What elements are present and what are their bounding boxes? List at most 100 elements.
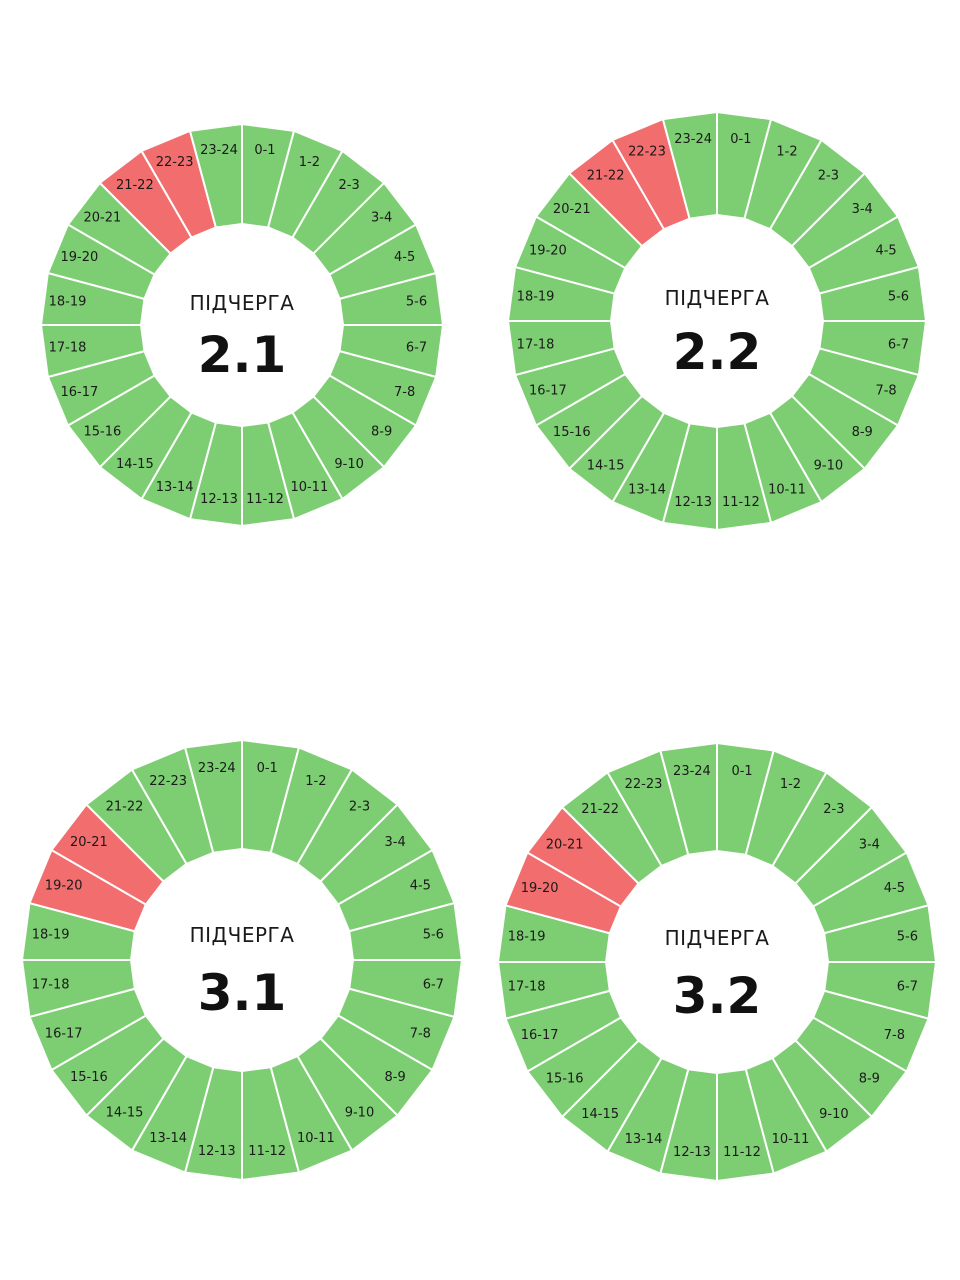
- hour-label: 18-19: [508, 929, 546, 944]
- hour-label: 9-10: [334, 457, 364, 472]
- hour-label: 10-11: [772, 1132, 810, 1147]
- hour-label: 22-23: [149, 774, 187, 789]
- hour-label: 19-20: [61, 250, 99, 265]
- hour-label: 21-22: [106, 799, 144, 814]
- hour-label: 17-18: [49, 340, 87, 355]
- hour-label: 7-8: [884, 1028, 905, 1043]
- hour-label: 4-5: [875, 243, 896, 258]
- hour-label: 18-19: [49, 295, 87, 310]
- hour-label: 8-9: [371, 425, 392, 440]
- hour-label: 2-3: [823, 802, 844, 817]
- hour-label: 22-23: [628, 144, 666, 159]
- hour-label: 14-15: [587, 459, 625, 474]
- hour-label: 1-2: [776, 144, 797, 159]
- queue-number: 2.1: [198, 326, 287, 384]
- hour-segment-23-24-on: [188, 122, 243, 229]
- queue-title: ПІДЧЕРГА: [665, 286, 770, 310]
- hour-label: 0-1: [257, 761, 278, 776]
- hour-label: 6-7: [897, 980, 918, 995]
- hour-label: 22-23: [625, 777, 663, 792]
- hour-label: 10-11: [768, 483, 806, 498]
- queue-title: ПІДЧЕРГА: [665, 926, 770, 950]
- hour-label: 8-9: [852, 425, 873, 440]
- hour-label: 7-8: [875, 384, 896, 399]
- hour-segment-23-24-on: [659, 741, 718, 856]
- hour-label: 13-14: [156, 480, 194, 495]
- hour-label: 18-19: [32, 927, 70, 942]
- hour-label: 4-5: [410, 879, 431, 894]
- hour-segment-23-24-on: [661, 110, 718, 220]
- queue-title: ПІДЧЕРГА: [190, 291, 295, 315]
- hour-label: 23-24: [673, 764, 711, 779]
- hour-label: 23-24: [198, 761, 236, 776]
- hour-label: 6-7: [888, 337, 909, 352]
- queue-number: 3.2: [673, 967, 762, 1025]
- queue-number: 3.1: [198, 964, 287, 1022]
- hour-label: 20-21: [83, 210, 121, 225]
- queue-wheel-3-2: 0-1 1-2 2-3 3-4 4-5 5-6 6-7 7-8 8-9 9-10 10-11 11-1…: [496, 741, 938, 1183]
- queue-number: 2.2: [673, 323, 762, 381]
- hour-label: 11-12: [246, 492, 284, 507]
- hour-label: 0-1: [731, 764, 752, 779]
- hour-label: 16-17: [521, 1028, 559, 1043]
- queue-wheel-2-2: 0-1 1-2 2-3 3-4 4-5 5-6 6-7 7-8 8-9 9-10 10-11 11-1…: [506, 110, 928, 532]
- hour-label: 22-23: [156, 155, 194, 170]
- hour-label: 19-20: [521, 881, 559, 896]
- hour-label: 13-14: [628, 483, 666, 498]
- hour-label: 7-8: [410, 1026, 431, 1041]
- hour-label: 12-13: [200, 492, 238, 507]
- hour-label: 23-24: [200, 143, 238, 158]
- hour-label: 2-3: [339, 178, 360, 193]
- queue-wheel-3-1: 0-1 1-2 2-3 3-4 4-5 5-6 6-7 7-8 8-9 9-10 10-11 11-1…: [20, 738, 464, 1182]
- hour-label: 5-6: [897, 929, 918, 944]
- hour-label: 13-14: [149, 1131, 187, 1146]
- hour-label: 11-12: [248, 1144, 286, 1159]
- hour-label: 2-3: [349, 799, 370, 814]
- hour-label: 20-21: [70, 835, 108, 850]
- hour-label: 12-13: [198, 1144, 236, 1159]
- hour-label: 23-24: [674, 132, 712, 147]
- hour-label: 20-21: [546, 838, 584, 853]
- hour-label: 6-7: [406, 340, 427, 355]
- hour-label: 6-7: [423, 978, 444, 993]
- hour-label: 5-6: [406, 295, 427, 310]
- hour-label: 10-11: [297, 1131, 335, 1146]
- hour-label: 18-19: [517, 290, 555, 305]
- hour-label: 0-1: [254, 143, 275, 158]
- hour-label: 1-2: [305, 774, 326, 789]
- hour-label: 3-4: [371, 210, 392, 225]
- hour-label: 17-18: [517, 337, 555, 352]
- hour-label: 12-13: [674, 495, 712, 510]
- hour-label: 4-5: [394, 250, 415, 265]
- hour-label: 9-10: [819, 1107, 849, 1122]
- hour-label: 15-16: [83, 425, 121, 440]
- hour-label: 16-17: [529, 384, 567, 399]
- hour-label: 3-4: [859, 838, 880, 853]
- hour-label: 14-15: [581, 1107, 619, 1122]
- hour-segment-23-24-on: [183, 738, 243, 854]
- hour-label: 17-18: [32, 978, 70, 993]
- hour-label: 3-4: [385, 835, 406, 850]
- hour-label: 3-4: [852, 202, 873, 217]
- hour-label: 7-8: [394, 385, 415, 400]
- hour-label: 9-10: [814, 459, 844, 474]
- hour-label: 16-17: [61, 385, 99, 400]
- hour-label: 12-13: [673, 1145, 711, 1160]
- hour-label: 2-3: [818, 168, 839, 183]
- hour-label: 15-16: [546, 1071, 584, 1086]
- hour-label: 19-20: [529, 243, 567, 258]
- hour-label: 10-11: [290, 480, 328, 495]
- hour-label: 19-20: [45, 879, 83, 894]
- hour-label: 21-22: [116, 178, 154, 193]
- queue-wheel-2-1: 0-1 1-2 2-3 3-4 4-5 5-6 6-7 7-8 8-9 9-10 10-11 11-1…: [39, 122, 445, 528]
- hour-label: 11-12: [722, 495, 760, 510]
- hour-label: 21-22: [581, 802, 619, 817]
- hour-label: 5-6: [423, 927, 444, 942]
- hour-label: 1-2: [780, 777, 801, 792]
- hour-label: 8-9: [385, 1070, 406, 1085]
- hour-label: 5-6: [888, 290, 909, 305]
- hour-label: 13-14: [625, 1132, 663, 1147]
- hour-label: 15-16: [553, 425, 591, 440]
- hour-label: 21-22: [587, 168, 625, 183]
